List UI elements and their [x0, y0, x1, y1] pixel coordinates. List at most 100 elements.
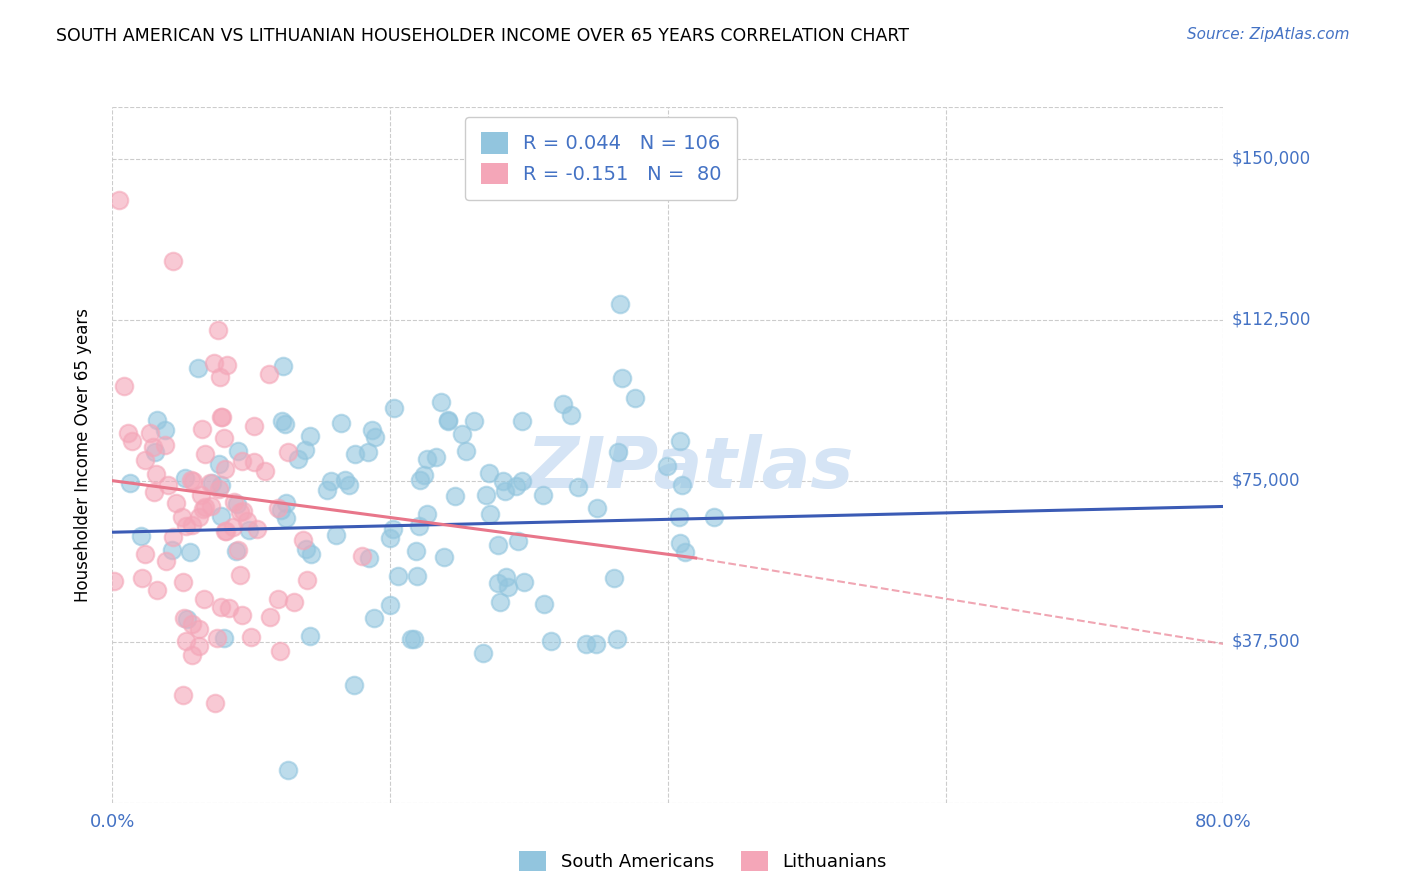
Point — [443, 489, 465, 503]
Point — [155, 438, 177, 452]
Point — [239, 630, 262, 644]
Point — [277, 445, 299, 459]
Point — [360, 423, 382, 437]
Point — [187, 639, 209, 653]
Point — [205, 631, 228, 645]
Point — [357, 551, 380, 566]
Point — [560, 408, 582, 422]
Point — [451, 426, 474, 441]
Point — [533, 597, 555, 611]
Point — [425, 450, 447, 464]
Point — [299, 547, 322, 561]
Point — [235, 514, 257, 528]
Point — [668, 535, 690, 549]
Point — [155, 554, 177, 568]
Text: SOUTH AMERICAN VS LITHUANIAN HOUSEHOLDER INCOME OVER 65 YEARS CORRELATION CHART: SOUTH AMERICAN VS LITHUANIAN HOUSEHOLDER… — [56, 27, 910, 45]
Point — [214, 524, 236, 538]
Point — [671, 478, 693, 492]
Point — [202, 356, 225, 370]
Point — [162, 254, 184, 268]
Point — [209, 369, 232, 384]
Point — [295, 573, 318, 587]
Point — [408, 518, 430, 533]
Point — [188, 510, 211, 524]
Point — [673, 545, 696, 559]
Point — [382, 401, 405, 415]
Point — [335, 473, 357, 487]
Point — [257, 367, 280, 381]
Point — [463, 414, 485, 428]
Point — [138, 425, 160, 440]
Point — [494, 483, 516, 498]
Point — [108, 193, 131, 207]
Point — [655, 458, 678, 473]
Point — [378, 598, 401, 612]
Point — [475, 488, 498, 502]
Point — [172, 574, 194, 589]
Point — [406, 568, 429, 582]
Point — [405, 544, 427, 558]
Point — [229, 568, 252, 582]
Point — [181, 648, 204, 662]
Point — [291, 533, 314, 548]
Point — [437, 414, 460, 428]
Point — [553, 397, 575, 411]
Point — [402, 632, 425, 646]
Point — [294, 443, 316, 458]
Point — [118, 476, 141, 491]
Point — [574, 637, 596, 651]
Point — [229, 505, 252, 519]
Text: ZIPatlas: ZIPatlas — [526, 434, 853, 503]
Point — [540, 634, 562, 648]
Text: $112,500: $112,500 — [1232, 310, 1310, 328]
Point — [214, 431, 236, 445]
Point — [413, 467, 436, 482]
Point — [208, 482, 231, 496]
Point — [187, 360, 209, 375]
Point — [478, 466, 501, 480]
Point — [191, 422, 214, 436]
Point — [103, 574, 125, 588]
Point — [380, 531, 402, 545]
Point — [228, 542, 250, 557]
Point — [201, 476, 224, 491]
Point — [209, 600, 232, 615]
Point — [131, 571, 153, 585]
Point — [174, 634, 197, 648]
Point — [187, 622, 209, 636]
Point — [294, 541, 316, 556]
Point — [382, 522, 405, 536]
Point — [270, 503, 292, 517]
Point — [603, 571, 626, 585]
Point — [274, 417, 297, 431]
Point — [204, 696, 226, 710]
Point — [181, 474, 204, 488]
Point — [162, 530, 184, 544]
Point — [610, 371, 633, 385]
Point — [606, 632, 628, 646]
Point — [399, 632, 422, 646]
Point — [238, 523, 260, 537]
Point — [218, 601, 240, 615]
Point — [246, 523, 269, 537]
Point — [142, 440, 165, 454]
Point — [134, 547, 156, 561]
Point — [134, 453, 156, 467]
Point — [222, 520, 245, 534]
Point — [271, 414, 294, 428]
Point — [486, 538, 509, 552]
Point — [567, 480, 589, 494]
Point — [344, 447, 367, 461]
Point — [121, 434, 143, 449]
Point — [176, 612, 198, 626]
Point — [343, 678, 366, 692]
Point — [180, 473, 202, 487]
Point — [214, 631, 236, 645]
Point — [585, 637, 607, 651]
Point — [174, 519, 197, 533]
Point — [217, 358, 239, 372]
Point — [160, 543, 183, 558]
Point — [454, 444, 477, 458]
Point — [225, 497, 247, 511]
Point — [209, 477, 232, 491]
